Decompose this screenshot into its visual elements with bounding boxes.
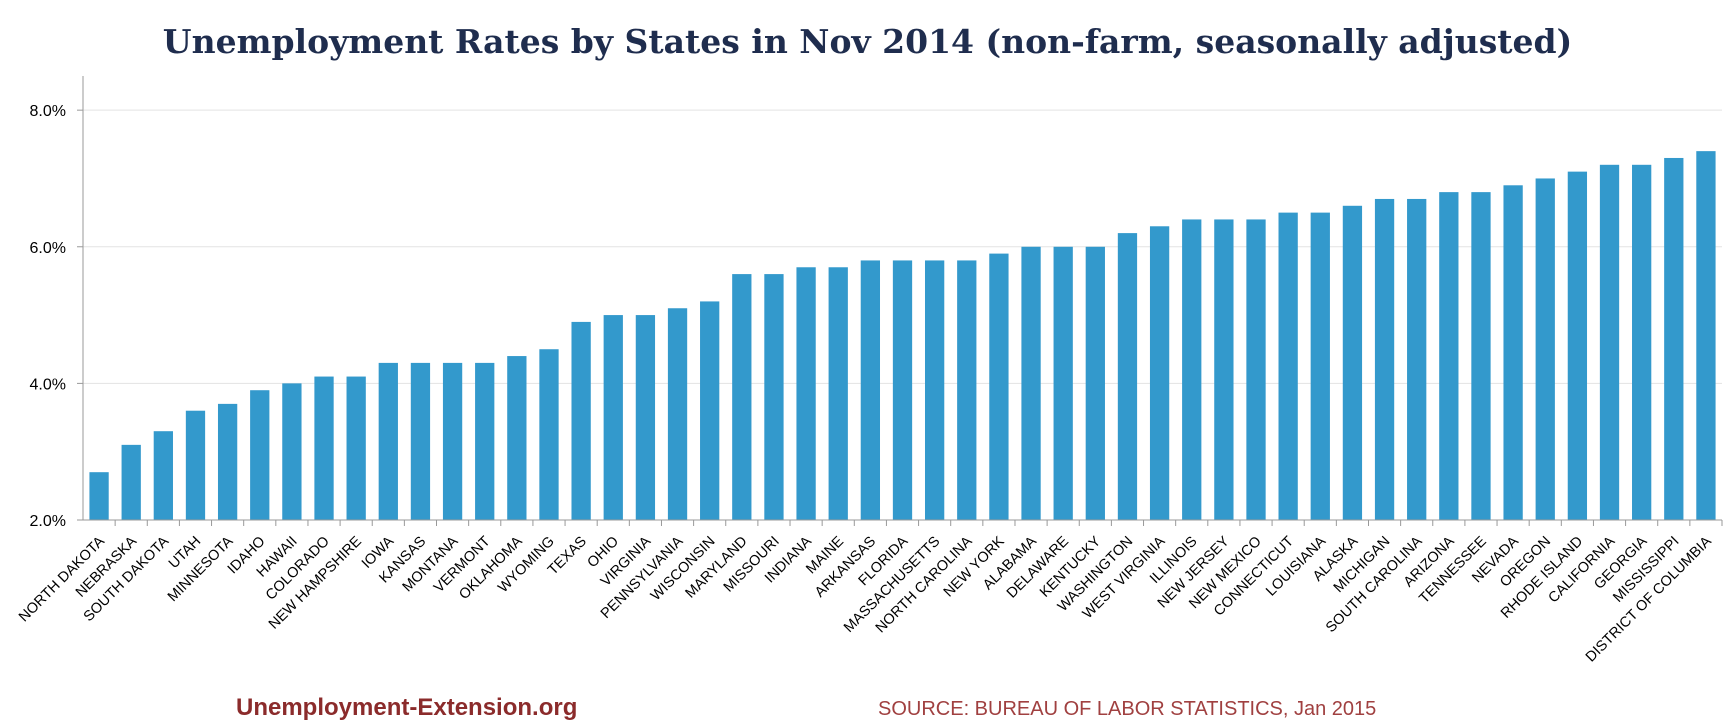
bar	[217, 403, 238, 520]
bar	[1149, 226, 1170, 520]
bar	[732, 274, 752, 520]
bar	[1310, 212, 1330, 520]
bar	[700, 301, 720, 520]
y-tick-labels: 2.0% 4.0% 6.0% 8.0%	[30, 103, 66, 530]
site-brand: Unemployment-Extension.org	[236, 694, 578, 721]
bar	[571, 321, 591, 520]
bar	[764, 274, 784, 520]
bar	[507, 356, 527, 520]
bar	[1535, 178, 1555, 520]
y-tick-label: 4.0%	[30, 376, 66, 393]
bar	[796, 267, 816, 520]
bar	[860, 260, 881, 520]
bar	[314, 376, 334, 520]
bar	[1599, 164, 1620, 521]
axes	[77, 76, 1723, 526]
source-note: SOURCE: BUREAU OF LABOR STATISTICS, Jan …	[878, 698, 1377, 720]
y-tick-label: 6.0%	[30, 240, 66, 257]
bar	[1214, 219, 1234, 520]
bar	[475, 362, 495, 520]
bar	[828, 267, 848, 520]
bar	[1053, 246, 1073, 520]
bar	[1342, 205, 1363, 521]
bar	[603, 315, 623, 520]
bar	[1278, 212, 1298, 520]
bar	[957, 260, 977, 520]
bar	[1182, 219, 1202, 520]
bar	[442, 362, 463, 520]
bar	[282, 383, 302, 520]
bar	[1374, 198, 1395, 520]
y-tick-label: 8.0%	[30, 103, 66, 120]
bar	[1664, 157, 1684, 520]
bar	[1567, 171, 1588, 520]
bar	[410, 362, 431, 520]
bar	[1021, 246, 1041, 520]
bar	[1246, 219, 1266, 520]
chart-title: Unemployment Rates by States in Nov 2014…	[162, 22, 1573, 61]
bars	[89, 151, 1716, 521]
y-tick-label: 2.0%	[30, 513, 66, 530]
bar	[667, 308, 688, 520]
bar	[924, 260, 945, 520]
bar	[1632, 164, 1652, 521]
bar	[1117, 233, 1138, 520]
bar	[539, 349, 559, 520]
bar	[121, 444, 141, 520]
bar	[1439, 192, 1459, 520]
bar	[1407, 198, 1427, 520]
bar	[1085, 246, 1105, 520]
bar	[250, 390, 270, 520]
bar	[892, 260, 913, 520]
bar	[1503, 185, 1523, 521]
bar	[989, 253, 1009, 520]
bar	[378, 362, 398, 520]
bar	[346, 376, 366, 520]
bar	[1696, 151, 1716, 520]
bar	[1471, 192, 1491, 520]
bar	[635, 315, 656, 520]
bar	[89, 472, 109, 520]
bar	[185, 410, 206, 520]
bar	[153, 431, 173, 520]
